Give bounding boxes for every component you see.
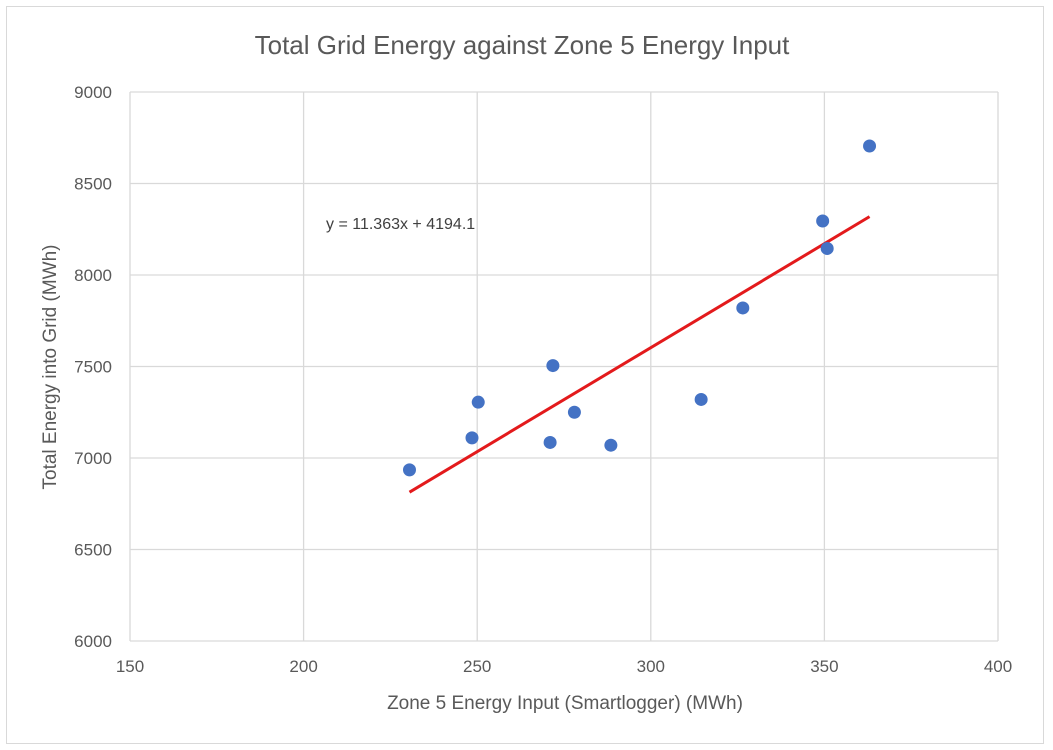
data-point (546, 359, 560, 373)
x-tick-label: 200 (289, 657, 317, 676)
y-axis-ticks: 6000 6500 7000 7500 8000 8500 9000 (74, 83, 112, 651)
x-tick-label: 400 (984, 657, 1012, 676)
data-point (816, 214, 830, 228)
chart-title: Total Grid Energy against Zone 5 Energy … (255, 30, 791, 60)
data-point (604, 438, 618, 452)
data-point (863, 139, 877, 153)
x-tick-label: 350 (810, 657, 838, 676)
data-point (471, 395, 485, 409)
y-tick-label: 9000 (74, 83, 112, 102)
data-point (567, 405, 581, 419)
trendline-group (408, 215, 871, 494)
y-axis-label: Total Energy into Grid (MWh) (40, 245, 61, 490)
y-tick-label: 7000 (74, 449, 112, 468)
x-tick-label: 250 (463, 657, 491, 676)
x-tick-label: 150 (116, 657, 144, 676)
data-point (465, 431, 479, 445)
y-tick-label: 8500 (74, 175, 112, 194)
y-tick-label: 6500 (74, 541, 112, 560)
y-tick-label: 6000 (74, 632, 112, 651)
y-tick-label: 7500 (74, 358, 112, 377)
trendline-equation: y = 11.363x + 4194.1 (326, 216, 475, 233)
gridlines (129, 91, 999, 642)
x-axis-ticks: 150 200 250 300 350 400 (116, 657, 1012, 676)
trendline (408, 215, 871, 494)
data-point (694, 392, 708, 406)
y-tick-label: 8000 (74, 266, 112, 285)
data-point (820, 241, 834, 255)
chart-frame (6, 6, 1044, 744)
data-point (736, 301, 750, 315)
data-point (402, 463, 416, 477)
x-axis-label: Zone 5 Energy Input (Smartlogger) (MWh) (387, 693, 743, 714)
data-points (402, 139, 877, 477)
data-point (543, 435, 557, 449)
x-tick-label: 300 (637, 657, 665, 676)
